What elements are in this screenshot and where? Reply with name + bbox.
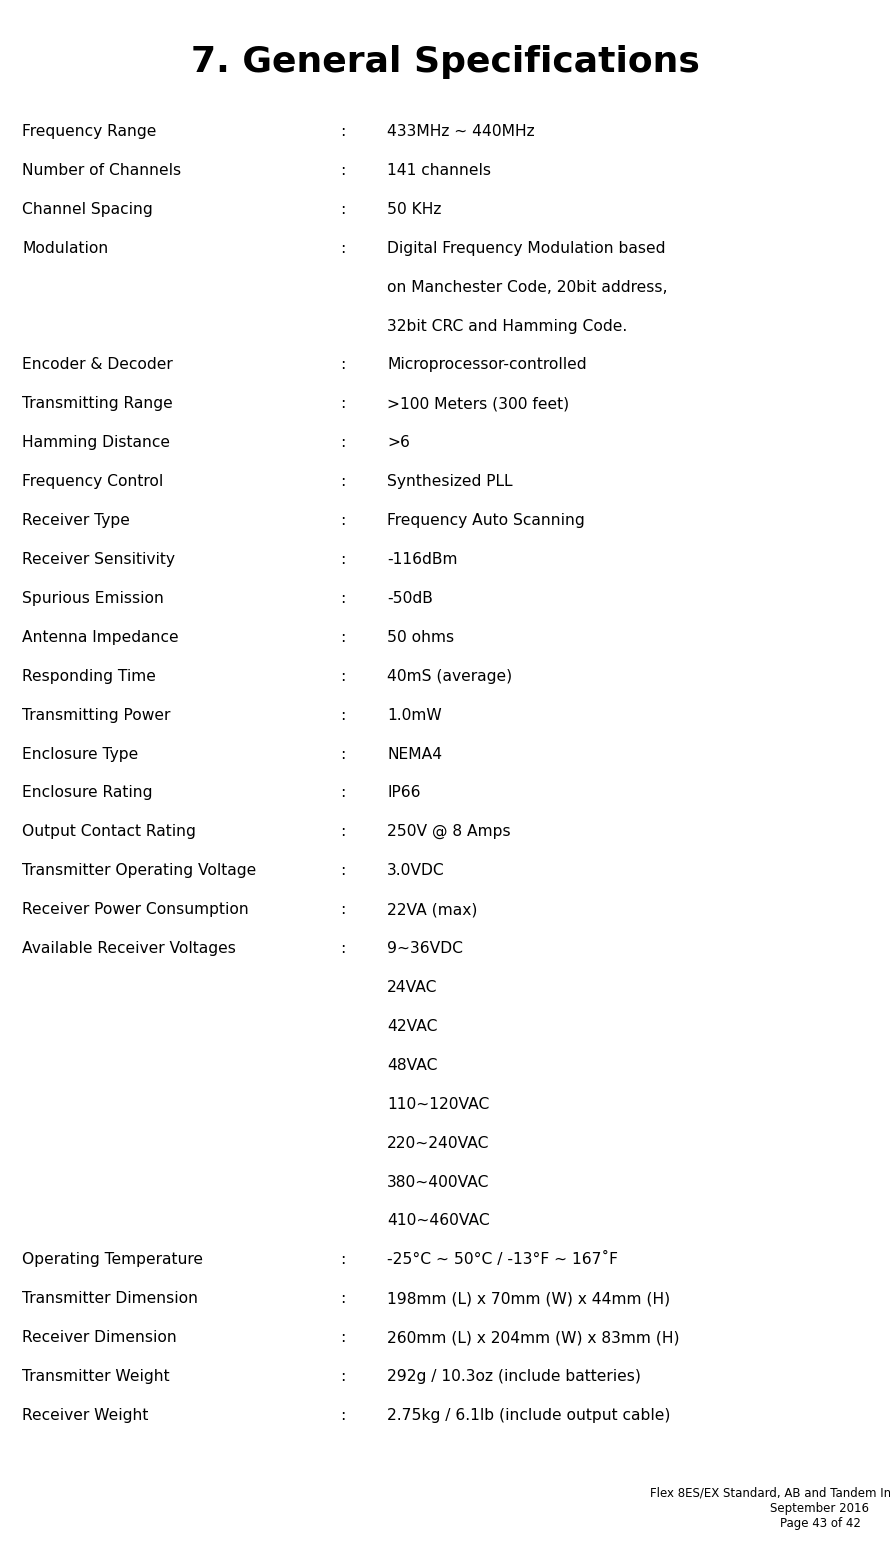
Text: 433MHz ~ 440MHz: 433MHz ~ 440MHz (387, 124, 535, 139)
Text: 42VAC: 42VAC (387, 1018, 438, 1034)
Text: 220~240VAC: 220~240VAC (387, 1135, 490, 1151)
Text: Antenna Impedance: Antenna Impedance (22, 630, 179, 644)
Text: 3.0VDC: 3.0VDC (387, 863, 445, 879)
Text: 7. General Specifications: 7. General Specifications (190, 45, 700, 80)
Text: :: : (340, 202, 345, 217)
Text: on Manchester Code, 20bit address,: on Manchester Code, 20bit address, (387, 280, 668, 294)
Text: 40mS (average): 40mS (average) (387, 669, 513, 683)
Text: Transmitter Weight: Transmitter Weight (22, 1368, 170, 1384)
Text: :: : (340, 902, 345, 917)
Text: :: : (340, 942, 345, 956)
Text: Responding Time: Responding Time (22, 669, 156, 683)
Text: 50 KHz: 50 KHz (387, 202, 441, 217)
Text: 24VAC: 24VAC (387, 981, 438, 995)
Text: :: : (340, 707, 345, 723)
Text: Synthesized PLL: Synthesized PLL (387, 474, 513, 490)
Text: 260mm (L) x 204mm (W) x 83mm (H): 260mm (L) x 204mm (W) x 83mm (H) (387, 1331, 680, 1345)
Text: Transmitting Power: Transmitting Power (22, 707, 171, 723)
Text: 22VA (max): 22VA (max) (387, 902, 478, 917)
Text: :: : (340, 630, 345, 644)
Text: 110~120VAC: 110~120VAC (387, 1096, 490, 1112)
Text: Frequency Auto Scanning: Frequency Auto Scanning (387, 513, 585, 529)
Text: Receiver Type: Receiver Type (22, 513, 130, 529)
Text: :: : (340, 241, 345, 255)
Text: Available Receiver Voltages: Available Receiver Voltages (22, 942, 236, 956)
Text: :: : (340, 396, 345, 411)
Text: 32bit CRC and Hamming Code.: 32bit CRC and Hamming Code. (387, 319, 627, 333)
Text: Receiver Dimension: Receiver Dimension (22, 1331, 177, 1345)
Text: :: : (340, 1368, 345, 1384)
Text: -116dBm: -116dBm (387, 552, 457, 568)
Text: Transmitting Range: Transmitting Range (22, 396, 173, 411)
Text: Receiver Power Consumption: Receiver Power Consumption (22, 902, 249, 917)
Text: Receiver Sensitivity: Receiver Sensitivity (22, 552, 175, 568)
Text: 50 ohms: 50 ohms (387, 630, 454, 644)
Text: :: : (340, 163, 345, 178)
Text: 1.0mW: 1.0mW (387, 707, 442, 723)
Text: Transmitter Operating Voltage: Transmitter Operating Voltage (22, 863, 256, 879)
Text: :: : (340, 785, 345, 801)
Text: :: : (340, 1253, 345, 1267)
Text: :: : (340, 591, 345, 605)
Text: Encoder & Decoder: Encoder & Decoder (22, 358, 173, 372)
Text: Enclosure Type: Enclosure Type (22, 746, 139, 762)
Text: Microprocessor-controlled: Microprocessor-controlled (387, 358, 587, 372)
Text: 48VAC: 48VAC (387, 1057, 438, 1073)
Text: 292g / 10.3oz (include batteries): 292g / 10.3oz (include batteries) (387, 1368, 641, 1384)
Text: Spurious Emission: Spurious Emission (22, 591, 164, 605)
Text: 410~460VAC: 410~460VAC (387, 1214, 490, 1228)
Text: >100 Meters (300 feet): >100 Meters (300 feet) (387, 396, 570, 411)
Text: :: : (340, 1331, 345, 1345)
Text: Modulation: Modulation (22, 241, 109, 255)
Text: Hamming Distance: Hamming Distance (22, 435, 170, 450)
Text: 380~400VAC: 380~400VAC (387, 1175, 490, 1190)
Text: :: : (340, 124, 345, 139)
Text: Output Contact Rating: Output Contact Rating (22, 824, 196, 840)
Text: Transmitter Dimension: Transmitter Dimension (22, 1292, 198, 1306)
Text: :: : (340, 746, 345, 762)
Text: 250V @ 8 Amps: 250V @ 8 Amps (387, 824, 511, 840)
Text: Operating Temperature: Operating Temperature (22, 1253, 203, 1267)
Text: :: : (340, 358, 345, 372)
Text: 2.75kg / 6.1lb (include output cable): 2.75kg / 6.1lb (include output cable) (387, 1408, 670, 1423)
Text: :: : (340, 435, 345, 450)
Text: Receiver Weight: Receiver Weight (22, 1408, 149, 1423)
Text: :: : (340, 552, 345, 568)
Text: NEMA4: NEMA4 (387, 746, 442, 762)
Text: IP66: IP66 (387, 785, 421, 801)
Text: :: : (340, 1292, 345, 1306)
Text: >6: >6 (387, 435, 410, 450)
Text: :: : (340, 513, 345, 529)
Text: Enclosure Rating: Enclosure Rating (22, 785, 153, 801)
Text: -50dB: -50dB (387, 591, 433, 605)
Text: Frequency Range: Frequency Range (22, 124, 157, 139)
Text: Flex 8ES/EX Standard, AB and Tandem Instruction Manual
September 2016
Page 43 of: Flex 8ES/EX Standard, AB and Tandem Inst… (650, 1487, 890, 1530)
Text: :: : (340, 824, 345, 840)
Text: 9~36VDC: 9~36VDC (387, 942, 463, 956)
Text: :: : (340, 863, 345, 879)
Text: Number of Channels: Number of Channels (22, 163, 182, 178)
Text: :: : (340, 669, 345, 683)
Text: :: : (340, 1408, 345, 1423)
Text: Frequency Control: Frequency Control (22, 474, 164, 490)
Text: :: : (340, 474, 345, 490)
Text: -25°C ~ 50°C / -13°F ~ 167˚F: -25°C ~ 50°C / -13°F ~ 167˚F (387, 1253, 619, 1267)
Text: Channel Spacing: Channel Spacing (22, 202, 153, 217)
Text: 141 channels: 141 channels (387, 163, 491, 178)
Text: 198mm (L) x 70mm (W) x 44mm (H): 198mm (L) x 70mm (W) x 44mm (H) (387, 1292, 670, 1306)
Text: Digital Frequency Modulation based: Digital Frequency Modulation based (387, 241, 666, 255)
